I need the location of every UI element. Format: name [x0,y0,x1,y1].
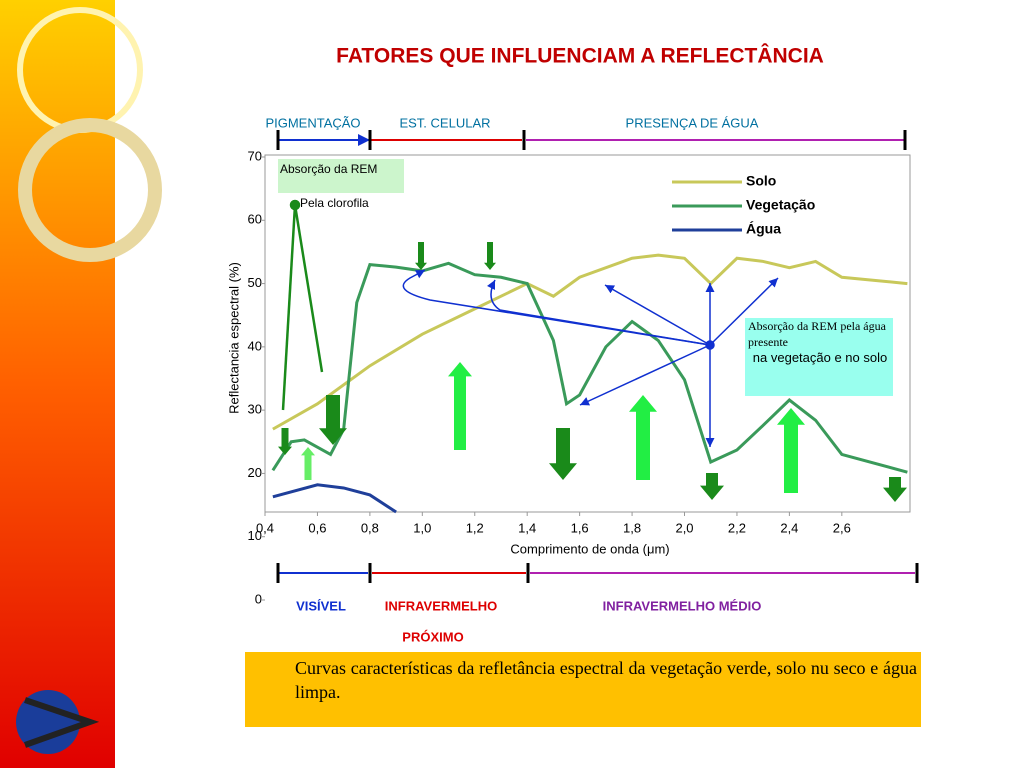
arrow [700,473,724,500]
arrow [448,362,472,450]
arrow [883,477,907,502]
arrow [629,395,657,480]
x-tick-label: 1,0 [413,520,431,535]
logo [23,697,100,748]
caption: Curvas características da refletância es… [245,652,921,727]
band-label: INFRAVERMELHO [385,598,497,613]
arrow [484,242,496,270]
series-line [272,483,397,514]
band-label: PIGMENTAÇÃO [265,115,360,130]
annotation-text: na vegetação e no solo [752,350,888,365]
legend-label: Solo [746,173,776,189]
x-tick-label: 1,4 [518,520,536,535]
arrow [415,242,427,270]
band-label: PRESENÇA DE ÁGUA [626,115,759,130]
y-tick-label: 10 [248,528,262,543]
arrow [777,408,805,493]
arrow [301,447,315,480]
arrow [278,428,292,455]
y-tick-label: 60 [248,212,262,227]
arrows [278,242,907,502]
series-line [271,261,908,474]
x-tick-label: 1,6 [571,520,589,535]
chart-title: FATORES QUE INFLUENCIAM A REFLECTÂNCIA [336,44,824,68]
x-axis-label: Comprimento de onda (μm) [510,541,669,556]
y-tick-label: 0 [255,591,262,606]
band-label: VISÍVEL [296,598,346,613]
x-tick-label: 0,8 [361,520,379,535]
x-tick-label: 0,6 [308,520,326,535]
band-label: EST. CELULAR [399,115,490,130]
series-line [272,253,908,431]
arrow [549,428,577,480]
y-tick-label: 70 [248,148,262,163]
logo [16,690,80,754]
plot: 0 10 20 30 40 50 60 70 0,4 0,6 0,8 1,0 1,2 1,4 1,6 1,8 2… [248,148,908,606]
annotation-box [745,318,893,396]
annotation: Absorção da REM pela água presente na ve… [748,319,888,365]
pointer-lines [281,199,324,411]
band-label: PRÓXIMO [402,629,463,644]
side-strip [0,0,115,768]
x-tick-label: 0,4 [256,520,274,535]
x-tick-label: 2,6 [833,520,851,535]
y-tick-label: 40 [248,338,262,353]
x-tick-label: 2,4 [780,520,798,535]
legend-label: Água [746,221,781,237]
deco [18,118,162,262]
x-tick-label: 1,8 [623,520,641,535]
y-tick-label: 30 [248,402,262,417]
band-label: INFRAVERMELHO MÉDIO [603,598,762,613]
annotation-box [278,159,404,193]
annotation: Absorção da REM [280,162,377,176]
y-axis-label: Reflectancia espectral (%) [226,262,241,414]
bands [278,134,915,574]
x-tick-label: 2,0 [675,520,693,535]
band-ticks [276,130,919,583]
x-tick-label: 1,2 [466,520,484,535]
y-tick-label: 50 [248,275,262,290]
annotation-text: Absorção da REM pela água presente [748,319,886,349]
y-tick-label: 20 [248,465,262,480]
plot-frame [264,154,911,513]
x-tick-label: 2,2 [728,520,746,535]
arrow [319,395,347,445]
annotation: Pela clorofila [300,196,369,210]
pointer-lines [402,269,779,447]
legend-label: Vegetação [746,197,815,213]
